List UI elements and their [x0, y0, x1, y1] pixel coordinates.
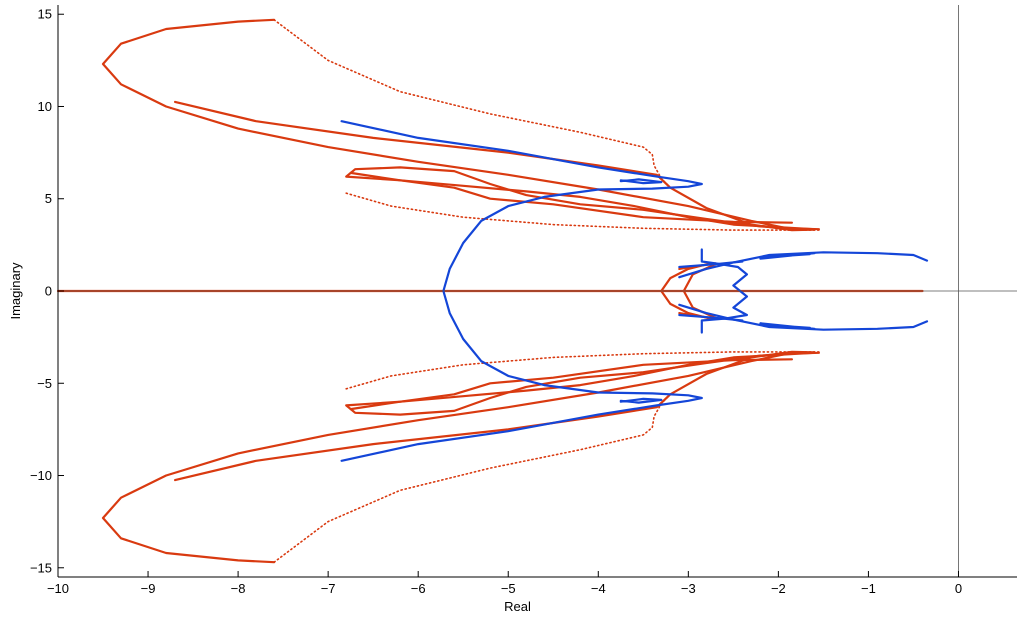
- y-tick-label: −10: [30, 468, 52, 483]
- y-tick-label: 15: [38, 7, 52, 22]
- x-tick-label: −8: [231, 581, 246, 596]
- series-red-7: [174, 350, 816, 482]
- series-blue-18: [619, 178, 663, 185]
- series-blue-26: [678, 313, 744, 322]
- series-red-3: [273, 393, 672, 563]
- series-red-2: [273, 19, 672, 189]
- x-tick-label: −1: [861, 581, 876, 596]
- series-red-8: [345, 166, 807, 231]
- x-tick-label: −10: [47, 581, 69, 596]
- x-tick-label: −9: [141, 581, 156, 596]
- series-blue-19: [619, 397, 663, 404]
- series-red-1: [101, 351, 820, 564]
- y-tick-label: 10: [38, 99, 52, 114]
- x-tick-label: −7: [321, 581, 336, 596]
- x-tick-label: −4: [591, 581, 606, 596]
- x-tick-label: −5: [501, 581, 516, 596]
- reference-lines: [58, 5, 1017, 577]
- series-red-9: [345, 351, 807, 416]
- series-red-10: [349, 171, 816, 231]
- x-tick-label: 0: [955, 581, 962, 596]
- y-tick-label: −15: [30, 560, 52, 575]
- x-axis-title: Real: [504, 599, 531, 614]
- y-tick-label: 5: [45, 191, 52, 206]
- series-red-11: [349, 351, 816, 411]
- y-ticks: −15 −10 −5 0 5 10 15: [30, 7, 64, 575]
- x-tick-label: −2: [771, 581, 786, 596]
- series-blue-21: [678, 251, 929, 279]
- series-blue-25: [678, 260, 744, 269]
- series-red-6: [174, 100, 816, 232]
- series-blue-22: [678, 303, 929, 331]
- x-tick-label: −3: [681, 581, 696, 596]
- series-blue-23: [759, 252, 816, 260]
- series-red-0: [101, 18, 820, 231]
- series-red-5: [345, 351, 820, 390]
- x-tick-label: −6: [411, 581, 426, 596]
- y-tick-label: 0: [45, 284, 52, 299]
- x-ticks: −10 −9 −8 −7 −6 −5 −4 −3 −2 −1 0: [47, 571, 962, 596]
- y-axis-title: Imaginary: [8, 262, 23, 320]
- series-blue-24: [759, 322, 816, 330]
- series-red-4: [345, 192, 820, 231]
- y-tick-label: −5: [37, 376, 52, 391]
